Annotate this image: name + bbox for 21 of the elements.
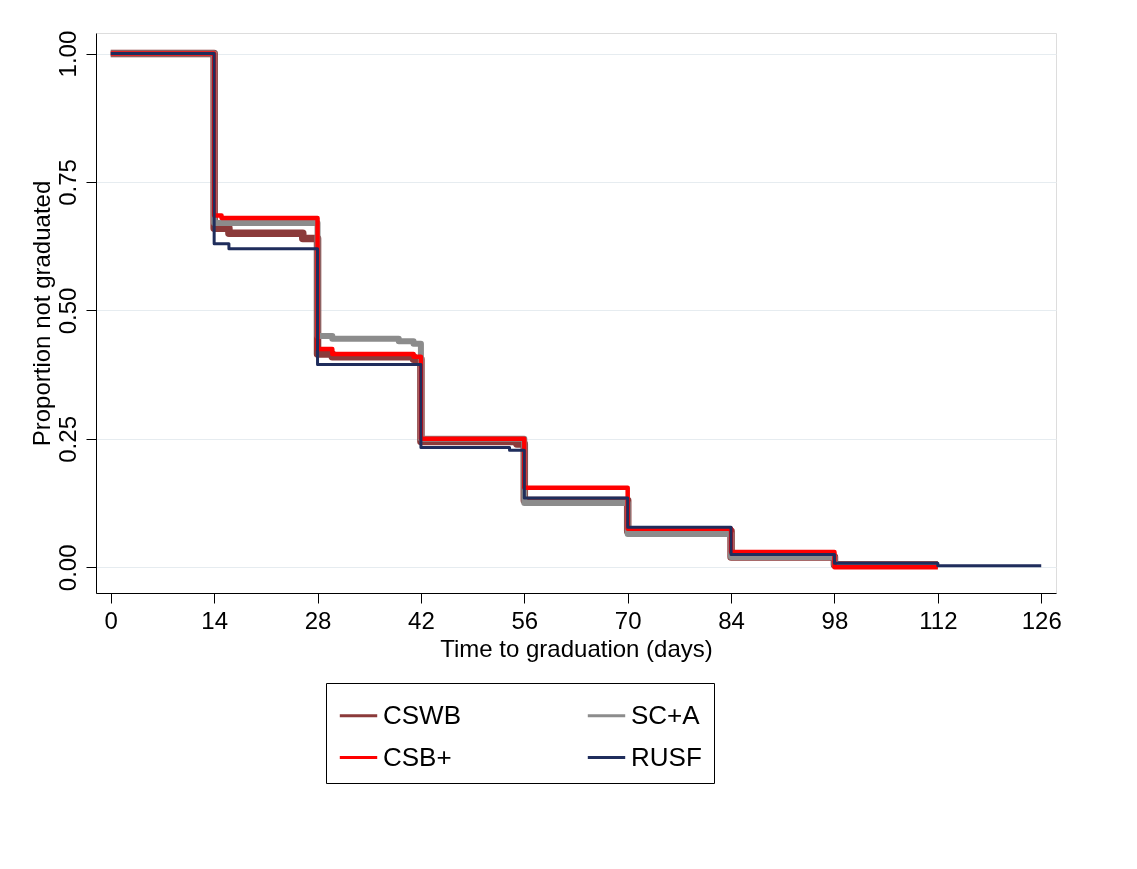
legend-label: SC+A [631,699,701,730]
y-tick-label: 0.50 [53,287,81,335]
x-tick-label: 42 [408,606,435,634]
x-tick-label: 84 [718,606,745,634]
x-tick-label: 14 [201,606,229,634]
x-tick-label: 70 [614,606,642,634]
x-tick-label: 126 [1021,606,1062,634]
y-tick-label: 0.00 [53,544,81,592]
y-tick-label: 0.25 [53,416,81,463]
x-axis-title: Time to graduation (days) [440,634,713,662]
legend-label: CSB+ [383,741,452,772]
y-tick-label: 1.00 [53,30,81,78]
legend-label: CSWB [383,699,461,730]
y-axis-title: Proportion not graduated [27,180,55,447]
x-tick-label: 28 [304,606,332,634]
y-tick-label: 0.75 [53,159,81,206]
x-tick-label: 112 [919,606,958,634]
x-tick-label: 56 [511,606,539,634]
x-tick-label: 0 [104,606,118,634]
legend-label: RUSF [631,741,702,772]
x-tick-label: 98 [821,606,849,634]
